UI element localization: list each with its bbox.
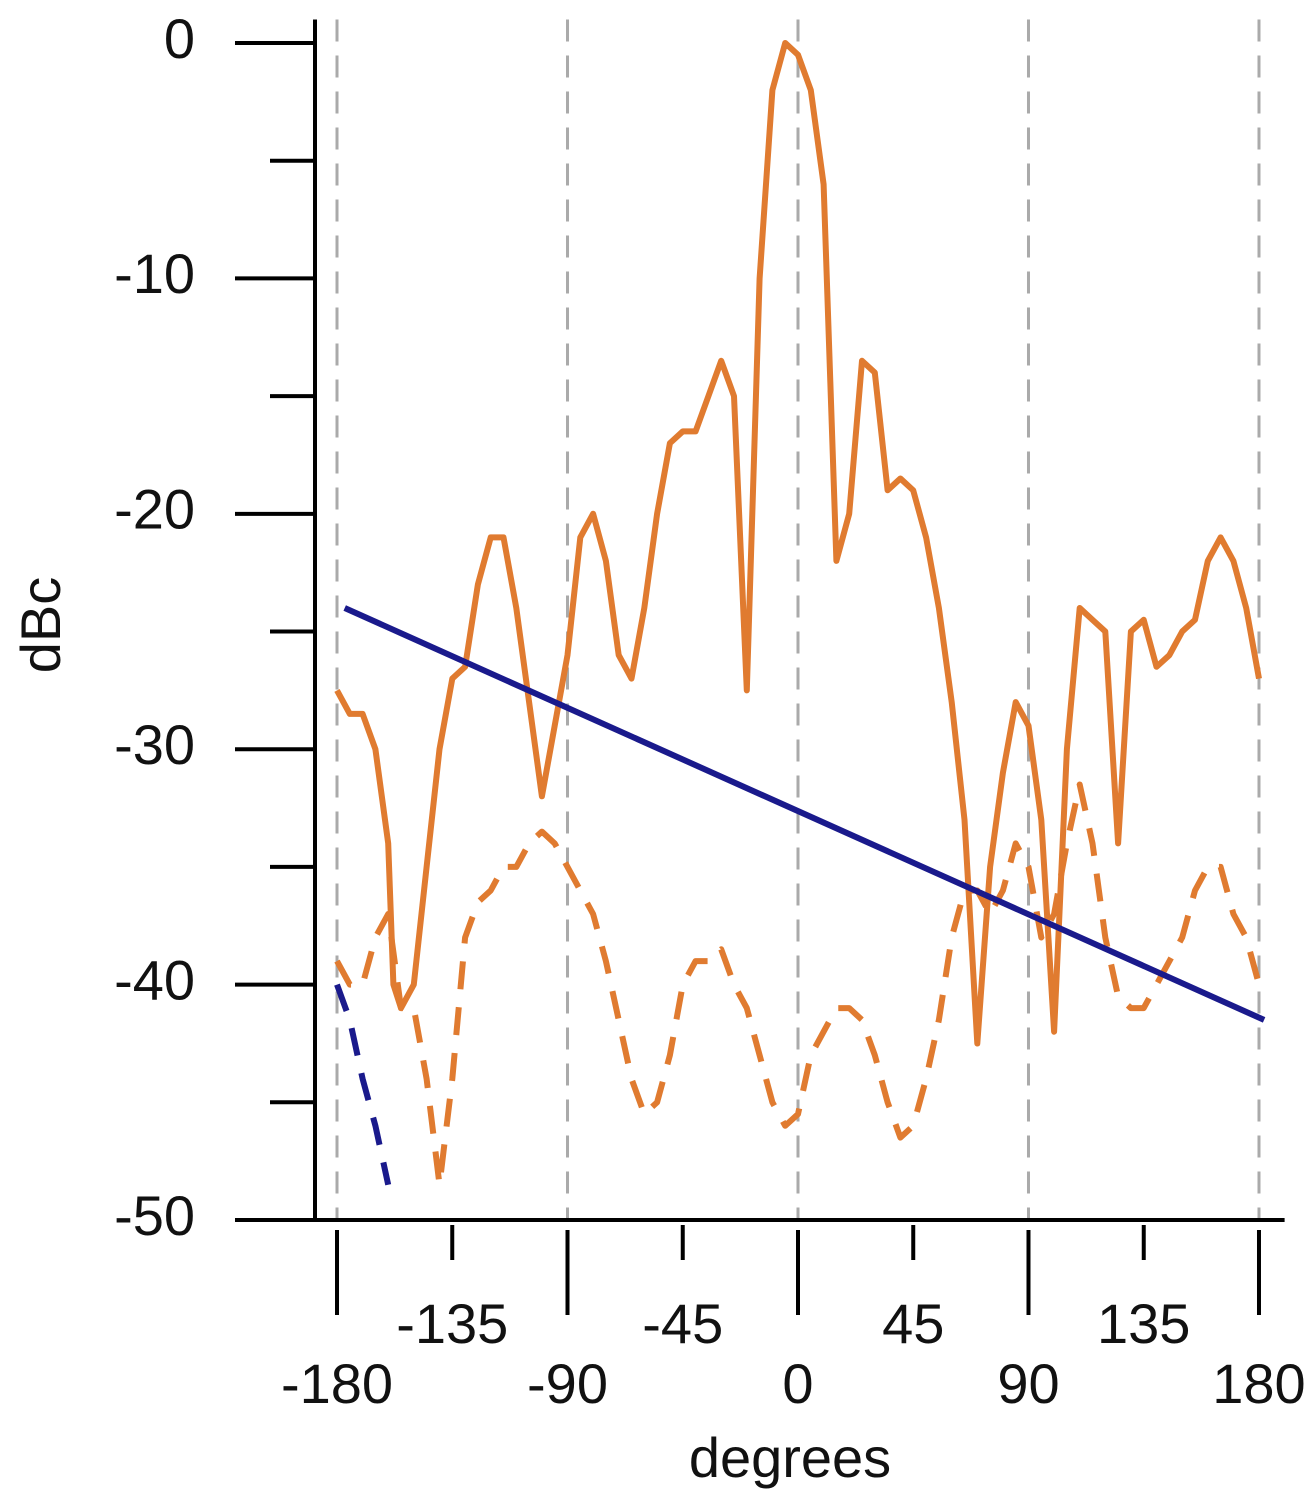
y-tick-label: -40 [114,948,195,1011]
series-line [334,983,392,1186]
x-tick-label: -90 [527,1352,608,1415]
series-line [343,605,1266,1023]
x-tick-label: 45 [882,1292,944,1355]
x-tick-label: 0 [782,1352,813,1415]
x-tick-label: -180 [281,1352,393,1415]
x-tick-label: -135 [396,1292,508,1355]
y-tick-label: 0 [164,7,195,70]
x-tick-label: 180 [1212,1352,1305,1415]
y-tick-label: -20 [114,478,195,541]
y-tick-label: -10 [114,242,195,305]
series-line [334,781,1262,1188]
x-tick-label: 135 [1097,1292,1190,1355]
x-axis-label: degrees [689,1426,891,1489]
x-tick-label: 90 [997,1352,1059,1415]
y-tick-label: -30 [114,713,195,776]
y-tick-label: -50 [114,1184,195,1247]
y-axis-label: dBc [9,577,72,674]
x-tick-label: -45 [642,1292,723,1355]
series-line [334,40,1262,1047]
